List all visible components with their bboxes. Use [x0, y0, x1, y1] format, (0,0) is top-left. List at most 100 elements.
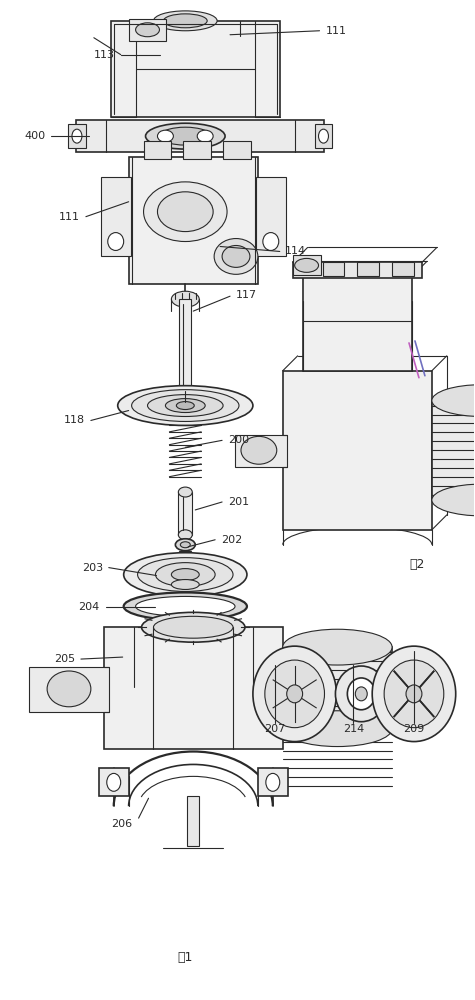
Text: 202: 202 — [221, 535, 242, 545]
Text: 205: 205 — [54, 654, 75, 664]
Bar — [29, 667, 109, 712]
Ellipse shape — [108, 233, 124, 250]
Ellipse shape — [124, 592, 247, 620]
Ellipse shape — [355, 687, 367, 701]
Ellipse shape — [180, 542, 190, 548]
Ellipse shape — [178, 487, 192, 497]
Ellipse shape — [142, 612, 245, 642]
Bar — [143, 141, 171, 159]
Ellipse shape — [384, 660, 444, 728]
Ellipse shape — [372, 646, 456, 742]
Text: 209: 209 — [403, 724, 425, 734]
Ellipse shape — [347, 678, 375, 710]
Ellipse shape — [222, 245, 250, 267]
Ellipse shape — [135, 23, 160, 37]
Text: 214: 214 — [342, 724, 364, 734]
Text: 图1: 图1 — [178, 951, 193, 964]
Bar — [129, 19, 166, 41]
Ellipse shape — [180, 561, 191, 569]
Text: 117: 117 — [236, 290, 257, 300]
Ellipse shape — [138, 558, 233, 591]
Ellipse shape — [171, 569, 199, 581]
Bar — [111, 21, 280, 117]
Text: 400: 400 — [24, 131, 45, 141]
Bar — [258, 768, 288, 796]
Ellipse shape — [153, 616, 233, 638]
Bar — [104, 627, 283, 749]
Ellipse shape — [158, 130, 173, 142]
Ellipse shape — [171, 291, 199, 307]
Ellipse shape — [163, 14, 207, 28]
Bar — [323, 262, 344, 276]
Text: 113: 113 — [94, 50, 115, 60]
Ellipse shape — [432, 385, 475, 416]
Text: 图2: 图2 — [409, 558, 425, 571]
Ellipse shape — [214, 239, 258, 274]
Bar — [187, 796, 199, 846]
Text: 200: 200 — [228, 435, 249, 445]
Ellipse shape — [155, 563, 215, 586]
Bar — [76, 120, 324, 152]
Ellipse shape — [178, 530, 192, 540]
Ellipse shape — [335, 666, 387, 722]
Bar — [180, 551, 191, 565]
Text: 114: 114 — [285, 246, 306, 256]
Ellipse shape — [406, 685, 422, 703]
Text: 118: 118 — [64, 415, 85, 425]
Bar — [392, 262, 414, 276]
Ellipse shape — [143, 182, 227, 242]
Ellipse shape — [107, 773, 121, 791]
Text: 111: 111 — [325, 26, 346, 36]
Ellipse shape — [171, 580, 199, 589]
Ellipse shape — [175, 539, 195, 551]
Bar — [283, 371, 432, 530]
Ellipse shape — [158, 192, 213, 232]
Bar — [293, 255, 321, 275]
Bar — [432, 401, 475, 500]
Ellipse shape — [253, 646, 336, 742]
Text: 201: 201 — [228, 497, 249, 507]
Ellipse shape — [118, 386, 253, 425]
Text: 204: 204 — [78, 602, 100, 612]
Text: 206: 206 — [112, 819, 133, 829]
Ellipse shape — [197, 130, 213, 142]
Bar — [235, 435, 287, 467]
Ellipse shape — [145, 123, 225, 149]
Ellipse shape — [319, 129, 329, 143]
Bar — [314, 124, 332, 148]
Ellipse shape — [124, 553, 247, 596]
Bar — [303, 276, 412, 371]
Ellipse shape — [165, 399, 205, 413]
Ellipse shape — [283, 629, 392, 665]
Ellipse shape — [160, 127, 211, 145]
Ellipse shape — [294, 258, 319, 272]
Ellipse shape — [153, 11, 217, 31]
Ellipse shape — [241, 436, 277, 464]
Text: 207: 207 — [264, 724, 285, 734]
Ellipse shape — [72, 129, 82, 143]
Bar — [256, 177, 286, 256]
Text: 203: 203 — [82, 563, 103, 573]
Bar — [357, 262, 379, 276]
Ellipse shape — [47, 671, 91, 707]
Bar — [178, 492, 192, 535]
Ellipse shape — [266, 773, 280, 791]
Bar — [180, 299, 191, 391]
Bar — [99, 768, 129, 796]
Bar — [183, 141, 211, 159]
Bar — [283, 647, 392, 729]
Bar — [293, 262, 422, 278]
Ellipse shape — [263, 233, 279, 250]
Ellipse shape — [432, 484, 475, 516]
Bar — [180, 596, 190, 608]
Bar — [68, 124, 86, 148]
Ellipse shape — [176, 402, 194, 410]
Text: 111: 111 — [59, 212, 80, 222]
Bar — [101, 177, 131, 256]
Ellipse shape — [135, 596, 235, 616]
Ellipse shape — [265, 660, 324, 728]
Ellipse shape — [148, 395, 223, 416]
Bar — [129, 157, 258, 284]
Bar — [223, 141, 251, 159]
Ellipse shape — [283, 711, 392, 747]
